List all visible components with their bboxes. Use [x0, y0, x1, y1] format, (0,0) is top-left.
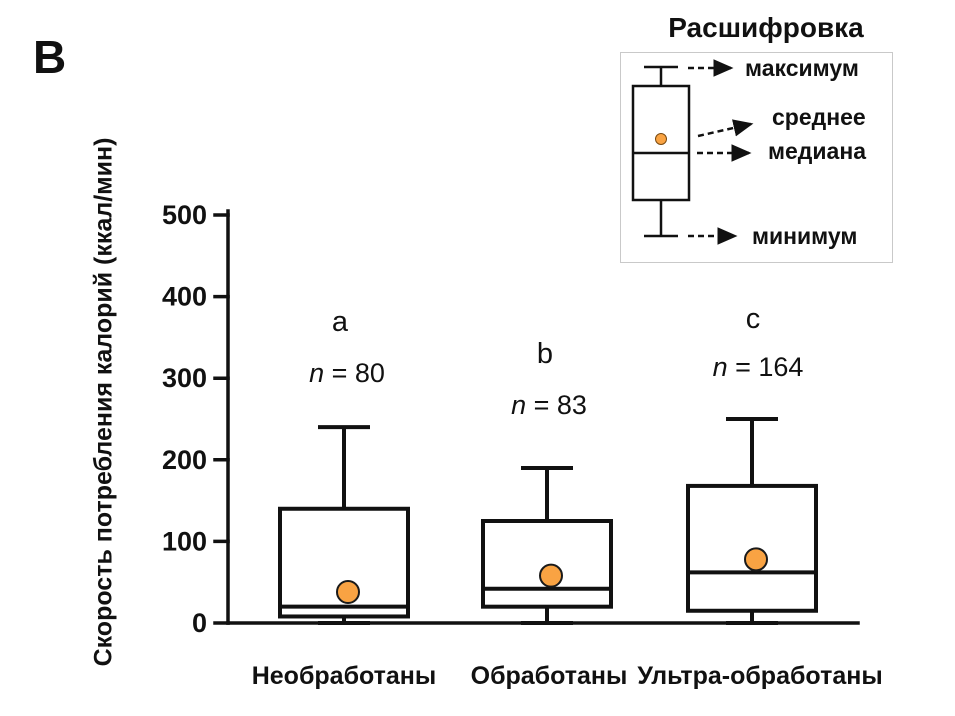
legend-mean-dot: [655, 133, 667, 145]
n-annotation-2: n = 83: [511, 390, 587, 420]
legend-label-mean: среднее: [772, 104, 866, 130]
sig-letter-3: c: [745, 303, 761, 335]
sig-letter-2: b: [536, 338, 554, 370]
y-tick-label: 200: [162, 445, 207, 475]
legend-label-median: медиана: [768, 138, 867, 164]
legend-label-minimum: минимум: [752, 223, 858, 249]
legend-label-maximum: максимум: [745, 55, 859, 81]
legend-title: Расшифровка: [668, 12, 864, 43]
mean-dot: [336, 579, 360, 604]
arrow-to-mean: [697, 119, 754, 138]
iqr-box: [481, 519, 613, 609]
sig-letter-1: a: [331, 306, 349, 338]
panel-label: В: [33, 31, 67, 83]
category-label-1: Необработаны: [251, 662, 437, 690]
boxplot-series-3: [686, 417, 818, 625]
legend-box: [620, 52, 893, 263]
legend-boxplot-glyph: [631, 65, 691, 238]
legend-arrows: [688, 59, 754, 245]
y-tick-label: 100: [162, 526, 207, 556]
boxplot-series-1: [278, 425, 410, 625]
y-tick-label: 0: [192, 608, 207, 638]
n-annotation-3: n = 164: [712, 352, 804, 382]
n-annotation-1: n = 80: [309, 358, 385, 388]
mean-dot: [539, 563, 563, 588]
boxplot-series-2: [481, 465, 613, 625]
y-tick-label: 400: [162, 282, 207, 312]
y-tick-label: 300: [162, 363, 207, 393]
category-label-2: Обработаны: [470, 662, 628, 690]
mean-dot: [744, 547, 768, 572]
category-label-3: Ультра-обработаны: [637, 662, 883, 690]
y-tick-label: 500: [162, 200, 207, 230]
